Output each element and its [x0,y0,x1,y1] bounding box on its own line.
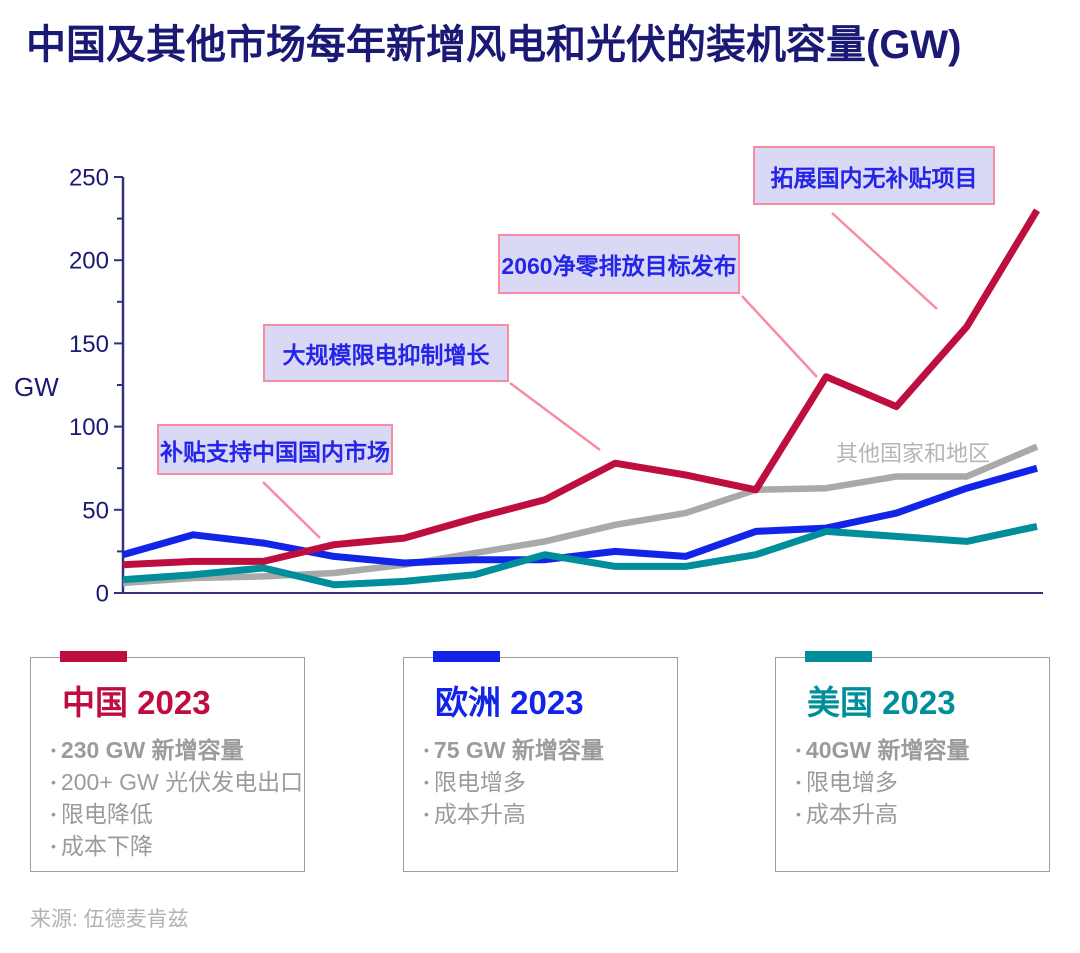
card-title: 欧洲 2023 [435,676,584,724]
y-tick-label: 100 [69,414,109,441]
card-bullets: • 230 GW 新增容量 • 200+ GW 光伏发电出口 • 限电降低 • 成本下降 [51,734,303,862]
card-bullet-item: • 成本下降 [51,830,296,862]
bullet-text: 限电增多 [805,769,898,795]
bullet-dot: • [796,774,801,790]
bullet-text: 40GW 新增容量 [805,737,970,763]
bullet-text: 限电降低 [60,801,153,827]
series-line-0 [122,208,1040,569]
card-year: 2023 [137,684,211,721]
bullet-text: 230 GW 新增容量 [60,737,244,763]
annotation-subsidy-support: 补贴支持中国国内市场 [157,424,393,475]
y-tick-label: 250 [69,165,109,192]
legend-card-china: 中国 2023 • 230 GW 新增容量 • 200+ GW 光伏发电出口 • 限电降低… [30,651,305,872]
annotation-curtailment-suppress: 大规模限电抑制增长 [263,324,509,382]
bullet-text: 限电增多 [433,769,526,795]
series-label-other-countries: 其他国家和地区 [836,441,991,466]
source-note: 来源: 伍德麦肯兹 [30,908,189,931]
card-year: 2023 [510,684,584,721]
annotation-text: 2060净零排放目标发布 [501,253,737,279]
card-bullet-item: • 成本升高 [424,798,669,830]
line-chart-canvas: 0 50 100 150 200 250 [69,165,1043,608]
annotation-leader-line [262,481,321,539]
annotation-subsidy-free-projects: 拓展国内无补贴项目 [753,146,995,205]
bullet-dot: • [424,806,429,822]
bullet-dot: • [424,774,429,790]
annotation-leader-line [831,212,938,310]
card-bullet-item: • 40GW 新增容量 [796,734,1041,766]
annotation-leader-line [741,295,818,378]
y-axis-label: GW [14,372,59,402]
china-color-swatch [60,651,127,662]
y-tick-label: 200 [69,248,109,275]
card-bullet-item: • 限电增多 [424,766,669,798]
bullet-dot: • [51,838,56,854]
bullet-text: 75 GW 新增容量 [433,737,604,763]
bullet-dot: • [51,742,56,758]
bullet-dot: • [796,806,801,822]
bullet-dot: • [796,742,801,758]
card-bullet-item: • 200+ GW 光伏发电出口 [51,766,303,798]
bullet-text: 成本升高 [805,801,898,827]
us-color-swatch [805,651,872,662]
bullet-text: 成本下降 [60,833,153,859]
bullet-dot: • [51,774,56,790]
annotation-text: 补贴支持中国国内市场 [160,438,390,465]
card-region: 欧洲 [435,684,501,721]
bullet-dot: • [424,742,429,758]
card-bullet-item: • 成本升高 [796,798,1041,830]
legend-card-europe: 欧洲 2023 • 75 GW 新增容量 • 限电增多 • 成本升高 [403,651,678,872]
card-bullets: • 40GW 新增容量 • 限电增多 • 成本升高 [796,734,1041,830]
series-line-3 [122,443,1039,587]
legend-card-us: 美国 2023 • 40GW 新增容量 • 限电增多 • 成本升高 [775,651,1050,872]
bullet-dot: • [51,806,56,822]
card-title: 美国 2023 [807,676,956,724]
card-bullet-item: • 230 GW 新增容量 [51,734,296,766]
card-bullet-item: • 限电增多 [796,766,1041,798]
annotation-netzero-target: 2060净零排放目标发布 [498,234,740,294]
annotation-leader-line [509,381,601,452]
series-line-1 [122,464,1038,567]
card-bullet-item: • 75 GW 新增容量 [424,734,669,766]
card-title: 中国 2023 [62,676,211,724]
y-tick-label: 0 [96,581,109,608]
card-region: 美国 [807,684,873,721]
page-title: 中国及其他市场每年新增风电和光伏的装机容量(GW) [26,23,962,67]
bullet-text: 200+ GW 光伏发电出口 [60,769,304,795]
y-tick-label: 150 [69,331,109,358]
europe-color-swatch [433,651,500,662]
card-bullets: • 75 GW 新增容量 • 限电增多 • 成本升高 [424,734,669,830]
bullet-text: 成本升高 [433,801,526,827]
annotation-text: 大规模限电抑制增长 [282,342,490,368]
card-region: 中国 [62,684,128,721]
card-bullet-item: • 限电降低 [51,798,296,830]
y-tick-label: 50 [82,497,109,524]
card-year: 2023 [882,684,956,721]
series-line-2 [122,522,1038,589]
annotation-text: 拓展国内无补贴项目 [770,164,978,191]
